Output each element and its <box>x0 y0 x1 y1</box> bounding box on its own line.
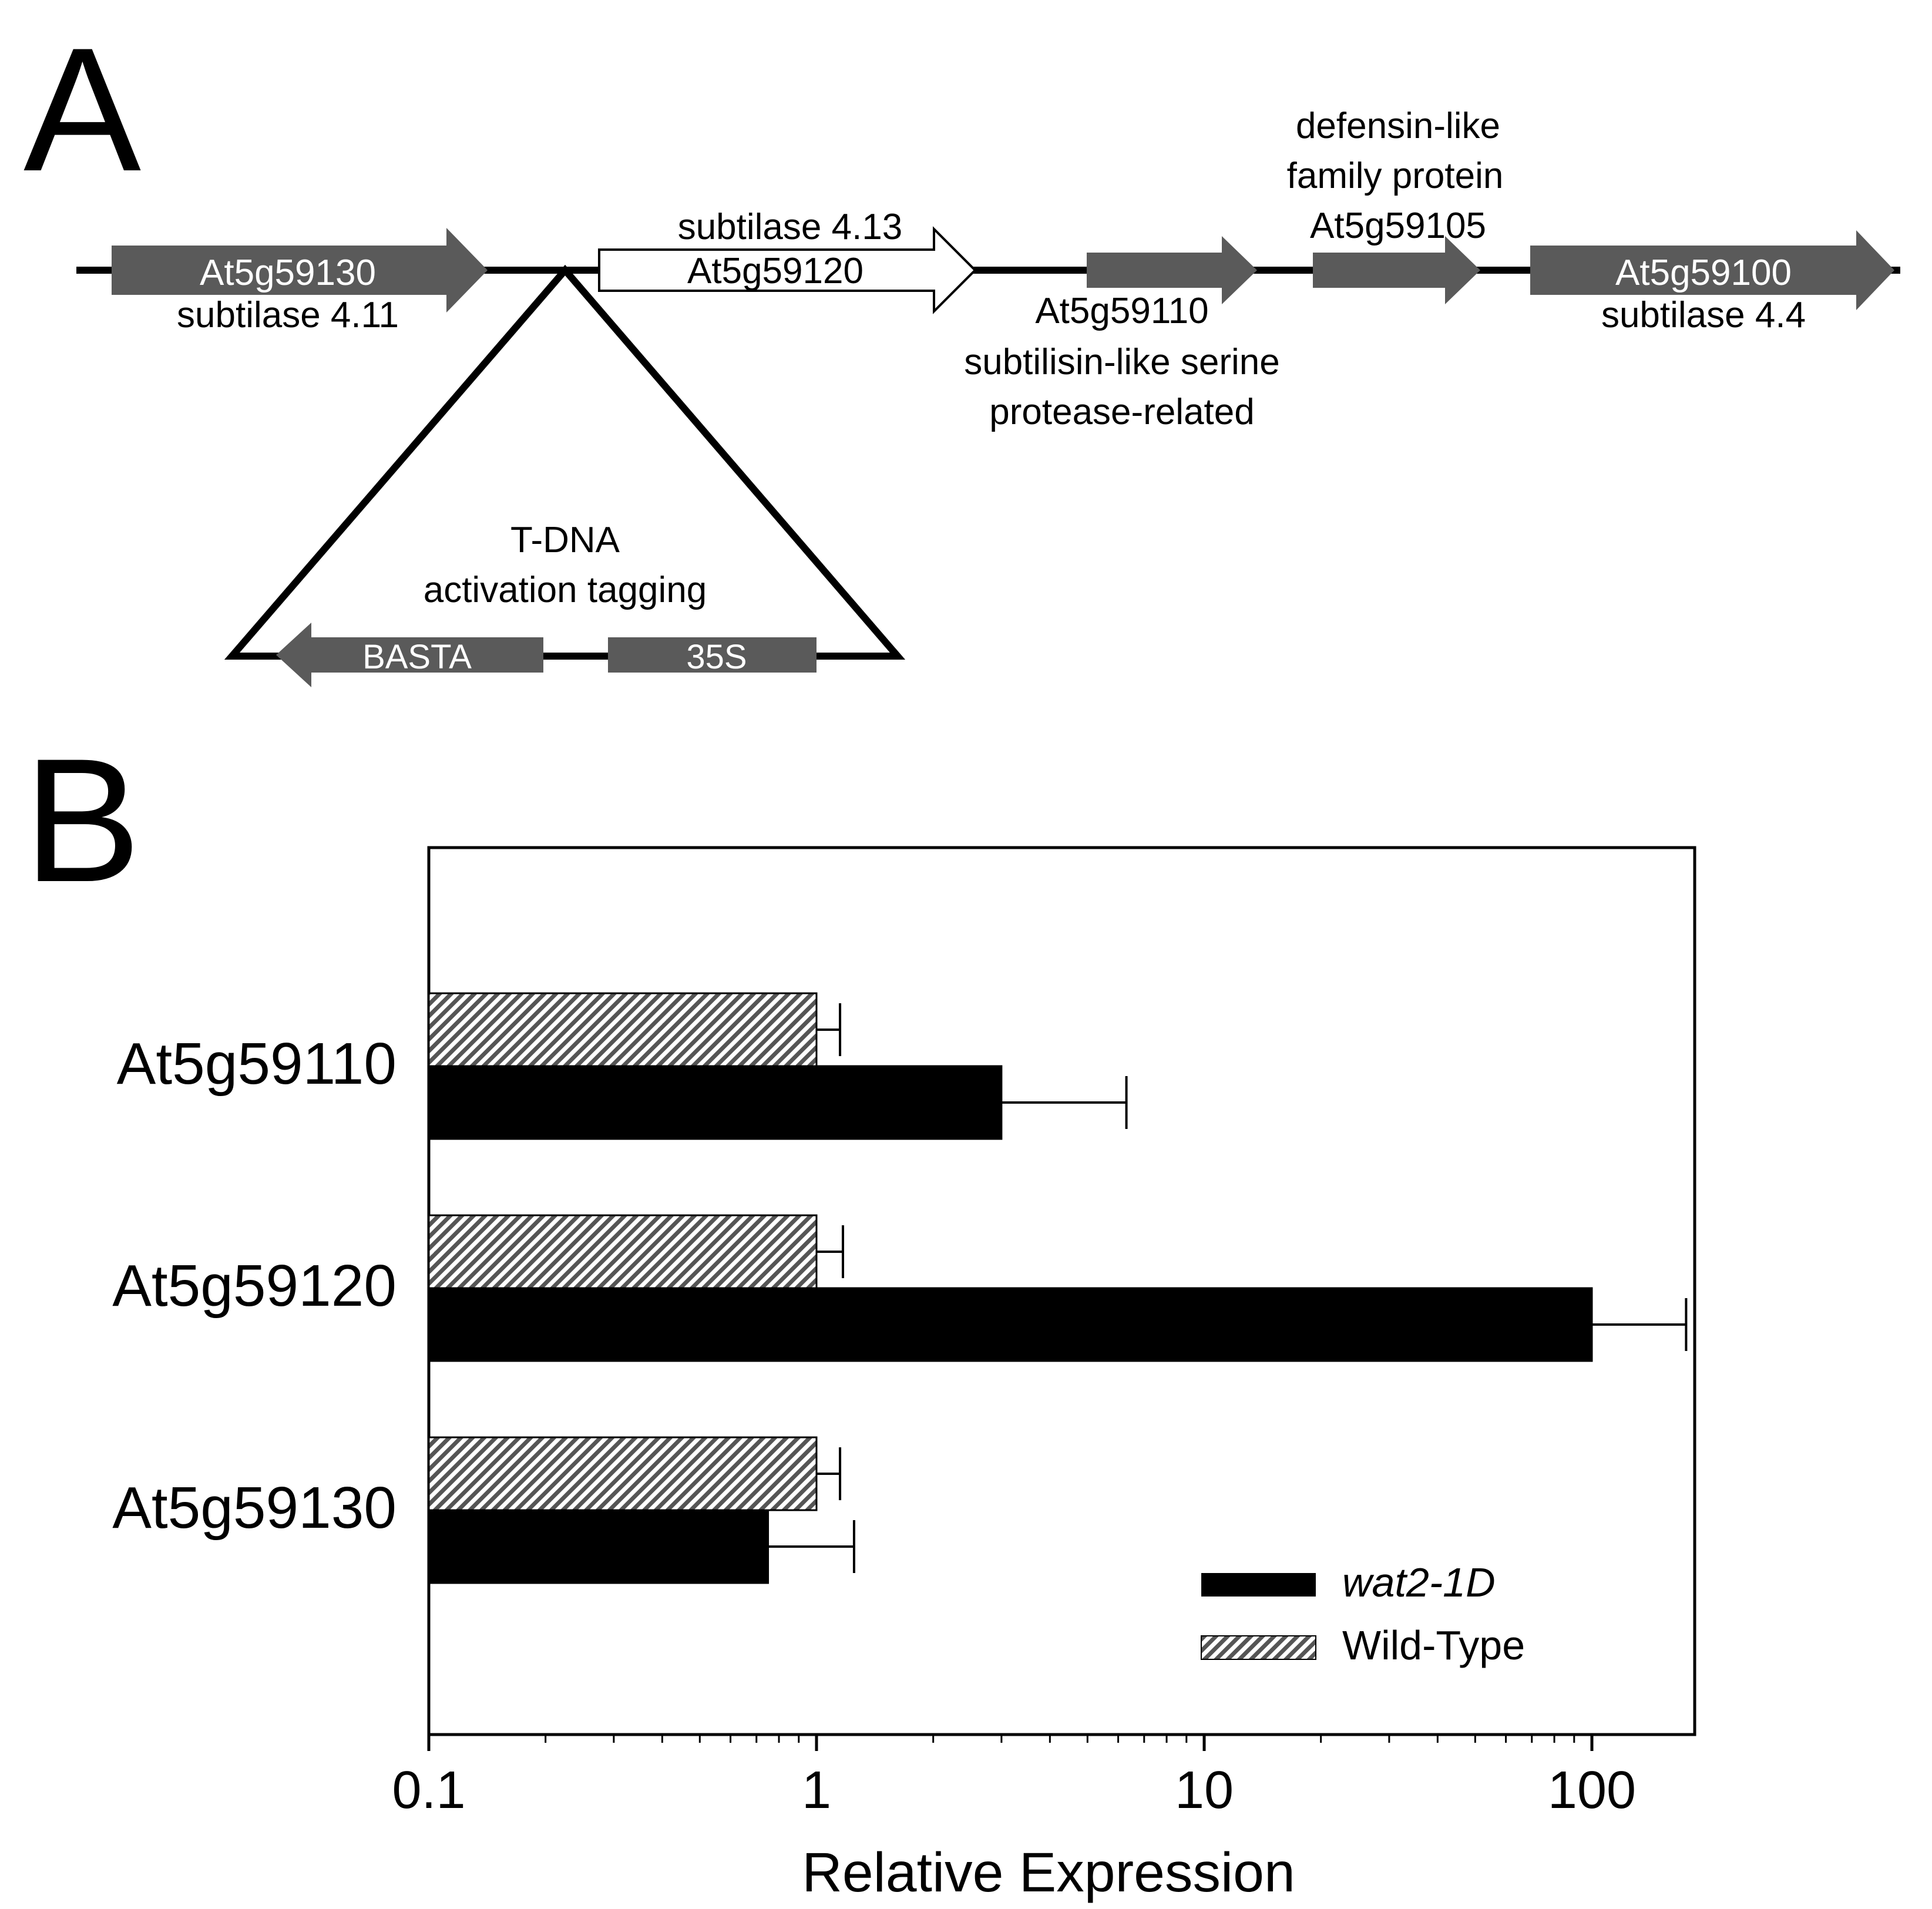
bar-wat2-1d-at5g59110 <box>428 1065 1003 1140</box>
gene-name-at5g59105-line2: family protein <box>1287 156 1504 196</box>
tdna-title-line2: activation tagging <box>424 570 707 610</box>
gene-name-at5g59110-line2: protease-related <box>989 392 1255 432</box>
gene-id-at5g59110: At5g59110 <box>1035 291 1208 331</box>
panel-a-letter: A <box>23 11 142 208</box>
gene-arrow-at5g59105 <box>1313 236 1480 304</box>
bar-wild-type-at5g59130 <box>428 1436 818 1511</box>
gene-name-at5g59110-line1: subtilisin-like serine <box>964 342 1280 382</box>
legend-swatch-wat2-1d <box>1201 1573 1316 1597</box>
bar-wat2-1d-at5g59130 <box>428 1509 770 1584</box>
gene-id-at5g59100: At5g59100 <box>1615 253 1792 293</box>
tdna-insertion-triangle <box>224 264 906 660</box>
panel-a: A At5g59130 subtilase 4.11 subtilase 4.1… <box>23 11 1900 687</box>
category-label-at5g59130: At5g59130 <box>112 1475 397 1541</box>
basta-arrow <box>276 623 543 687</box>
gene-id-at5g59105: At5g59105 <box>1310 206 1486 246</box>
basta-label: BASTA <box>362 638 472 676</box>
panel-b-letter: B <box>23 721 141 919</box>
gene-id-at5g59130: At5g59130 <box>200 253 376 293</box>
gene-arrow-at5g59130 <box>112 228 488 312</box>
gene-name-at5g59130: subtilase 4.11 <box>177 295 399 335</box>
category-label-at5g59120: At5g59120 <box>112 1253 397 1319</box>
x-axis: 0.1 1 10 100 <box>392 1735 1636 1820</box>
gene-arrow-at5g59120 <box>598 226 977 314</box>
x-tick-label: 0.1 <box>392 1761 465 1820</box>
bar-wat2-1d-at5g59120 <box>428 1287 1593 1362</box>
promoter-35s-box <box>608 637 817 673</box>
gene-arrow-at5g59110 <box>1087 236 1257 304</box>
gene-name-at5g59100: subtilase 4.4 <box>1601 295 1806 335</box>
legend: wat2-1D Wild-Type <box>1201 1560 1525 1668</box>
bar-wild-type-at5g59120 <box>428 1214 818 1289</box>
legend-swatch-wild-type <box>1201 1635 1316 1660</box>
category-labels: At5g59110 At5g59120 At5g59130 <box>112 1031 397 1541</box>
gene-name-at5g59105-line1: defensin-like <box>1296 106 1500 146</box>
legend-label-wat2-1d: wat2-1D <box>1342 1560 1496 1605</box>
x-tick-label: 1 <box>802 1761 831 1820</box>
legend-label-wild-type: Wild-Type <box>1342 1622 1525 1668</box>
gene-name-at5g59120: subtilase 4.13 <box>678 207 903 247</box>
category-label-at5g59110: At5g59110 <box>117 1031 397 1097</box>
gene-id-at5g59120: At5g59120 <box>687 251 863 291</box>
x-tick-label: 10 <box>1175 1761 1234 1820</box>
gene-arrow-at5g59100 <box>1530 230 1894 310</box>
promoter-35s-label: 35S <box>686 638 747 676</box>
x-axis-label: Relative Expression <box>802 1841 1295 1904</box>
bar-wild-type-at5g59110 <box>428 992 818 1067</box>
tdna-title-line1: T-DNA <box>510 520 620 560</box>
x-tick-label: 100 <box>1548 1761 1636 1820</box>
bars-layer <box>428 992 1688 1584</box>
